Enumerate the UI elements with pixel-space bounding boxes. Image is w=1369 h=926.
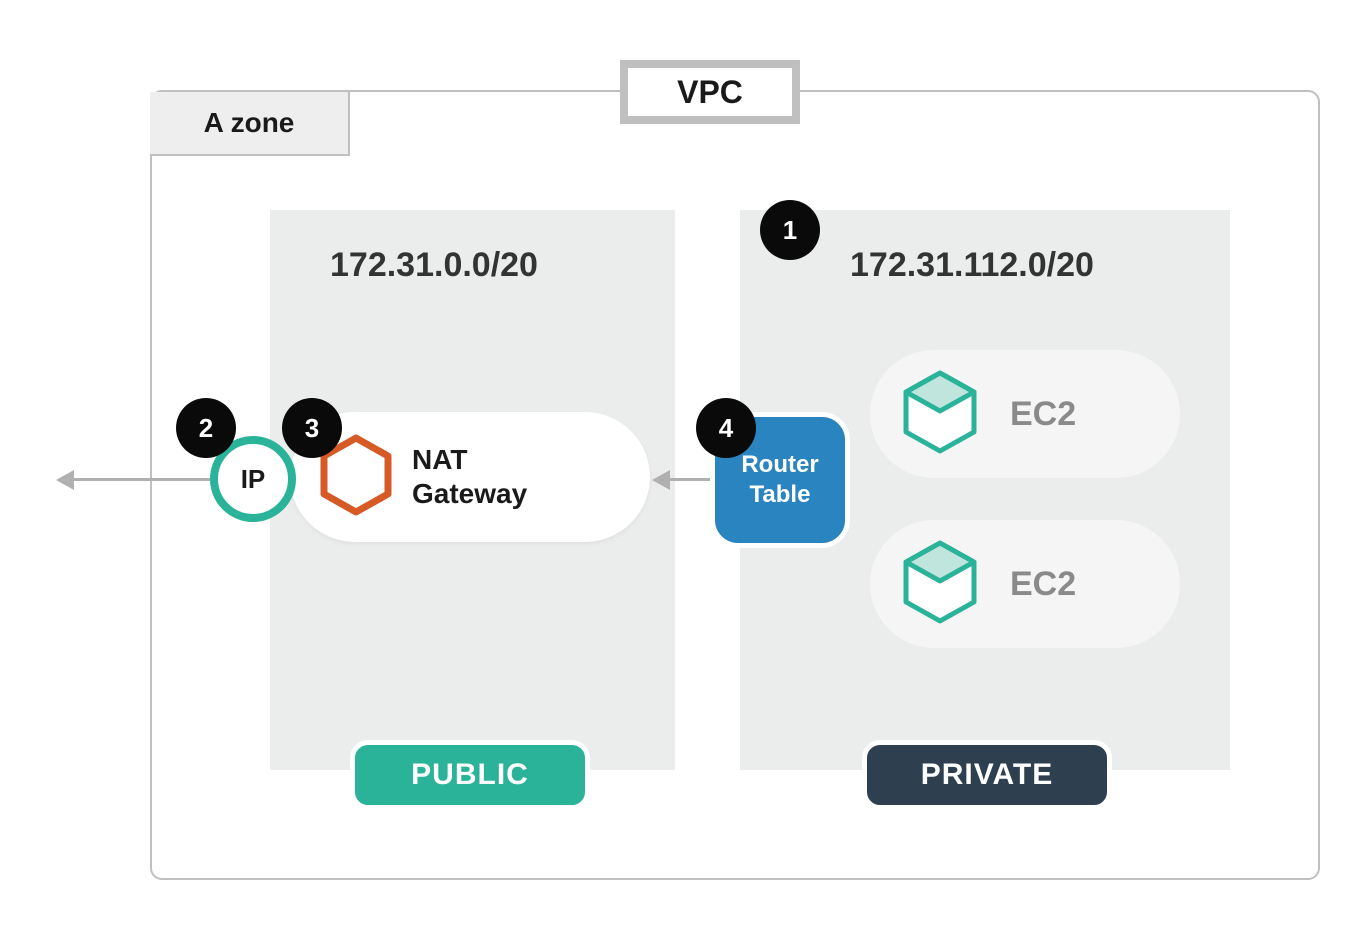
- step-badge-1: 1: [760, 200, 820, 260]
- ec2-instance-2: EC2: [870, 520, 1180, 648]
- public-tag: PUBLIC: [350, 740, 590, 810]
- step-badge-4: 4: [696, 398, 756, 458]
- ec2-instance-1: EC2: [870, 350, 1180, 478]
- ec2-cube-icon: [900, 367, 980, 462]
- ip-label: IP: [241, 464, 266, 495]
- vpc-label: VPC: [620, 60, 800, 124]
- step-badge-2: 2: [176, 398, 236, 458]
- router-label-line2: Table: [750, 480, 811, 510]
- zone-label: A zone: [150, 92, 350, 156]
- ec2-cube-icon: [900, 537, 980, 632]
- router-label-line1: Router: [741, 450, 818, 480]
- nat-label: NAT Gateway: [412, 443, 527, 510]
- nat-label-line1: NAT: [412, 443, 527, 477]
- ec2-label-1: EC2: [1010, 395, 1076, 434]
- arrow-ip-to-internet-head: [56, 470, 74, 490]
- nat-gateway: NAT Gateway: [290, 412, 650, 542]
- nat-label-line2: Gateway: [412, 477, 527, 511]
- public-cidr: 172.31.0.0/20: [330, 246, 538, 285]
- ec2-label-2: EC2: [1010, 565, 1076, 604]
- step-badge-3: 3: [282, 398, 342, 458]
- private-cidr: 172.31.112.0/20: [850, 246, 1094, 285]
- arrow-ip-to-internet: [70, 478, 212, 481]
- private-tag: PRIVATE: [862, 740, 1112, 810]
- diagram-canvas: VPC A zone 172.31.0.0/20 172.31.112.0/20…: [0, 0, 1369, 926]
- arrow-router-to-nat-head: [652, 470, 670, 490]
